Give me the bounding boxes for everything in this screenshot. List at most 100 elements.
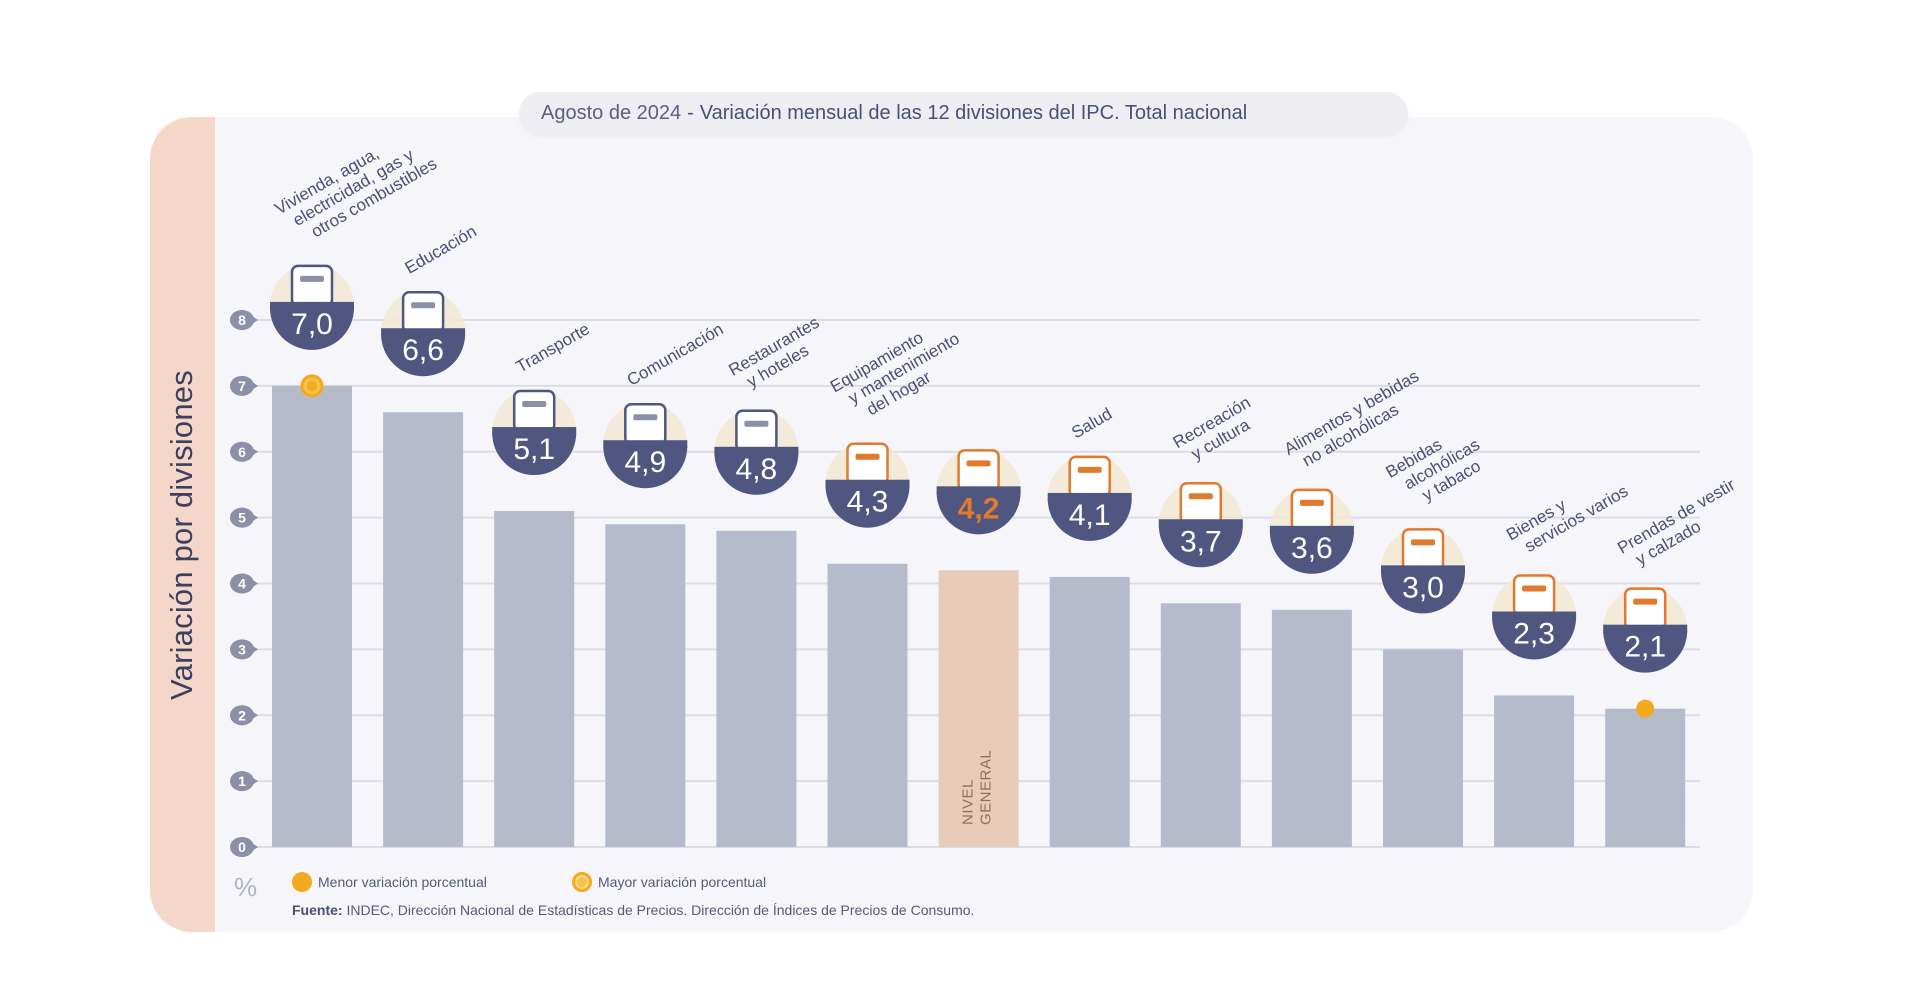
- value-label: 3,0: [1402, 571, 1444, 604]
- max-marker: [300, 374, 324, 398]
- category-label: Vivienda, agua,electricidad, gas yotros …: [272, 144, 441, 242]
- plate-cutlery-icon: [735, 409, 778, 453]
- y-tick-label: 8: [238, 312, 246, 328]
- value-badge: 4,2: [936, 448, 1021, 535]
- bar: [827, 563, 908, 847]
- value-badge: 4,9: [603, 402, 688, 489]
- source-text: INDEC, Dirección Nacional de Estadística…: [346, 902, 975, 918]
- y-tick-badge-body: [230, 771, 254, 792]
- badge-bowl: [1047, 498, 1132, 541]
- value-badges: 7,0 6,6 5,1 4,9 4,8 4,3 4,2 4,1 3,7 3,6 3,0 2,3 2,1: [270, 263, 1688, 673]
- value-label: 3,6: [1291, 532, 1333, 565]
- y-tick-label: 4: [238, 576, 246, 592]
- bar: [494, 511, 575, 847]
- bar: [1383, 649, 1463, 847]
- value-badge: 3,0: [1381, 527, 1465, 614]
- value-badge: 5,1: [492, 389, 577, 476]
- category-label-line: Salud: [1068, 404, 1115, 442]
- food-chicken-icon: [1290, 488, 1334, 532]
- appliance-icon: [846, 442, 889, 485]
- min-marker: [1636, 699, 1655, 718]
- value-label: 7,0: [291, 308, 333, 341]
- category-label: Educación: [402, 222, 480, 278]
- extreme-markers: [300, 374, 1655, 718]
- y-tick-badge-body: [230, 639, 254, 660]
- y-tick-badge-body: [230, 705, 254, 726]
- category-label: Transporte: [513, 319, 593, 376]
- bar: [605, 524, 686, 847]
- badge-bowl: [714, 452, 799, 495]
- y-tick-badge-body: [230, 573, 254, 594]
- title-separator: -: [687, 102, 694, 124]
- badge-bowl: [1269, 531, 1354, 574]
- y-axis-unit: %: [234, 872, 258, 902]
- bar: [272, 385, 352, 847]
- badge-bowl: [1158, 525, 1243, 568]
- shopping-basket-icon: [957, 449, 1000, 492]
- umbrella-sun-icon: [1179, 482, 1223, 525]
- source-note: Fuente: INDEC, Dirección Nacional de Est…: [292, 902, 974, 918]
- value-label: 4,9: [624, 446, 666, 479]
- bar-nivel-general: [938, 570, 1019, 847]
- notebook-pencil-icon: [401, 290, 445, 334]
- car-sube-icon: [512, 389, 556, 433]
- wine-bottle-icon: [1401, 528, 1445, 571]
- value-label: 4,3: [847, 486, 889, 519]
- value-badge: 7,0: [270, 263, 354, 350]
- bar: [716, 530, 797, 847]
- category-label-line: Comunicación: [624, 319, 727, 389]
- legend-max-label: Mayor variación porcentual: [598, 874, 767, 890]
- category-label-line: GENERAL: [978, 750, 995, 825]
- chart-title: Agosto de 2024 - Variación mensual de la…: [519, 92, 1408, 135]
- badge-bowl: [492, 433, 577, 476]
- key-bulb-icon: [290, 264, 334, 308]
- category-label-line: Transporte: [513, 319, 593, 376]
- badge-bowl: [603, 446, 688, 489]
- value-badge: 2,1: [1603, 586, 1688, 673]
- axis-label-strip: [150, 117, 215, 932]
- y-tick-badge-body: [230, 310, 254, 330]
- y-tick: 2: [230, 705, 258, 726]
- value-badge: 4,1: [1047, 454, 1132, 541]
- bar: [1494, 695, 1575, 847]
- value-label: 4,8: [736, 453, 778, 486]
- first-aid-icon: [1068, 455, 1111, 499]
- y-tick-label: 6: [238, 444, 246, 460]
- y-tick: 3: [230, 639, 258, 660]
- value-badge: 2,3: [1492, 573, 1577, 660]
- value-badge: 6,6: [381, 290, 466, 377]
- bars: [272, 385, 1686, 847]
- y-tick-label: 2: [238, 707, 246, 723]
- y-tick-label: 3: [238, 641, 246, 657]
- y-tick: 4: [230, 573, 258, 594]
- bar: [1605, 708, 1686, 847]
- badge-bowl: [381, 334, 466, 377]
- title-period: Agosto de 2024: [541, 102, 682, 124]
- value-label: 5,1: [513, 433, 555, 466]
- y-tick-badge-body: [230, 375, 254, 396]
- value-label: 3,7: [1180, 525, 1222, 558]
- y-tick-badge-body: [230, 441, 254, 462]
- category-label-line: NIVEL: [960, 779, 977, 825]
- value-label: 4,2: [958, 492, 1000, 525]
- y-tick: 1: [230, 771, 258, 792]
- y-tick-label: 7: [238, 378, 246, 394]
- y-tick-badge-body: [230, 507, 254, 528]
- source-label: Fuente:: [292, 902, 343, 918]
- smartphone-icon: [624, 402, 667, 446]
- badge-bowl: [825, 485, 910, 528]
- y-tick-badge-body: [230, 837, 254, 857]
- bar: [383, 412, 464, 847]
- y-tick: 7: [230, 375, 258, 396]
- min-marker-icon: [292, 872, 312, 892]
- shirt-shoe-icon: [1623, 587, 1667, 630]
- category-label: Salud: [1068, 404, 1115, 442]
- y-tick: 8: [230, 310, 258, 330]
- badge-bowl: [1603, 630, 1688, 673]
